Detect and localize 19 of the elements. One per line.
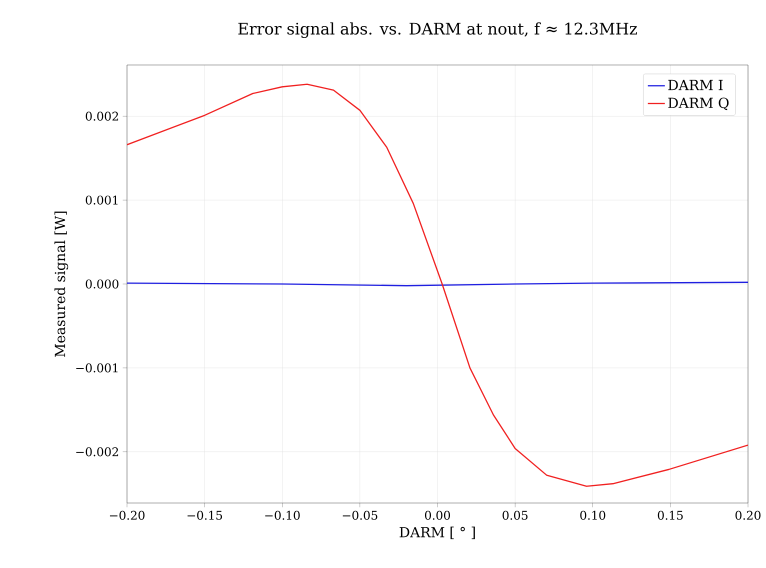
x-tick-label: −0.15	[188, 510, 222, 520]
legend-label: DARM Q	[668, 98, 729, 110]
x-tick-label: 0.00	[424, 510, 450, 520]
legend-label: DARM I	[668, 80, 723, 90]
y-tick-label: 0.000	[86, 279, 118, 289]
chart-title: Error signal abs. vs. DARM at nout, f ≈ 12.3MHz	[238, 22, 637, 38]
y-axis-title: Measured signal [W]	[54, 212, 68, 357]
x-tick-label: 0.05	[502, 510, 528, 520]
x-tick-label: 0.15	[658, 510, 683, 520]
y-tick-label: −0.001	[76, 363, 118, 372]
x-tick-label: 0.20	[735, 510, 761, 520]
x-tick-label: −0.10	[265, 510, 300, 520]
y-tick-label: −0.002	[76, 447, 118, 456]
y-tick-label: 0.001	[86, 196, 118, 205]
x-tick-label: 0.10	[580, 510, 606, 520]
y-tick-label: 0.002	[86, 112, 118, 121]
x-tick-label: −0.20	[110, 510, 145, 520]
x-axis-title: DARM [ ° ]	[400, 526, 475, 540]
x-tick-label: −0.05	[342, 510, 378, 520]
